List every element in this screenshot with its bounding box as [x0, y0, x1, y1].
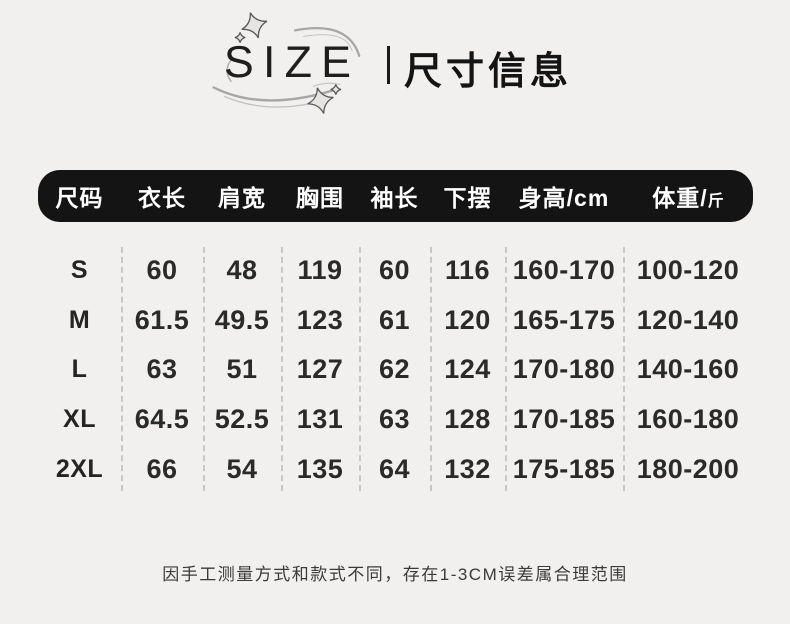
table-cell: 66 — [146, 453, 178, 484]
table-cell: 120-140 — [636, 304, 740, 335]
table-cell: 180-200 — [636, 453, 740, 484]
table-cell: 119 — [297, 255, 343, 286]
table-cell: 175-185 — [512, 453, 616, 484]
column-separator — [359, 247, 361, 491]
column-separator — [203, 247, 205, 491]
table-cell: 123 — [296, 304, 344, 335]
table-cell: 52.5 — [214, 404, 270, 435]
table-header: 尺码 衣长 肩宽 胸围 袖长 下摆 身高/cm 体重/斤 — [38, 170, 753, 222]
table-cell: 64 — [378, 453, 411, 484]
table-cell: 127 — [296, 354, 344, 385]
table-cell: 60 — [146, 255, 178, 286]
column-header-shoulder-width: 肩宽 — [218, 185, 266, 211]
column-separator — [121, 247, 123, 491]
measurement-disclaimer: 因手工测量方式和款式不同，存在1-3CM误差属合理范围 — [162, 565, 628, 584]
table-cell: 160-170 — [512, 255, 616, 286]
column-separator — [281, 247, 283, 491]
column-header-garment-length: 衣长 — [138, 185, 186, 211]
size-logo: SIZE — [212, 12, 361, 114]
table-cell: 170-180 — [512, 354, 616, 385]
size-label: L — [71, 355, 88, 384]
table-cell: 120 — [444, 304, 491, 335]
column-header-hem: 下摆 — [443, 185, 492, 211]
column-separator — [505, 247, 507, 491]
column-separator — [430, 247, 432, 491]
table-cell: 160-180 — [636, 404, 740, 435]
swoosh-decoration — [212, 27, 361, 108]
size-label: S — [70, 256, 89, 285]
table-cell: 61.5 — [134, 304, 190, 335]
table-cell: 132 — [444, 453, 491, 484]
table-cell: 165-175 — [512, 304, 616, 335]
table-cell: 135 — [296, 453, 344, 484]
table-cell: 63 — [146, 354, 178, 385]
table-cell: 62 — [378, 354, 411, 385]
table-cell: 140-160 — [636, 354, 740, 385]
table-cell: 61 — [378, 304, 411, 335]
page-title: 尺寸信息 — [404, 51, 573, 93]
sparkle-icon — [234, 12, 342, 114]
table-body: S 60 48 119 60 116 160-170 100-120 M 61.… — [38, 246, 753, 494]
table-cell: 100-120 — [636, 255, 740, 286]
column-header-sleeve-length: 袖长 — [370, 185, 419, 211]
column-header-height: 身高/cm — [518, 185, 610, 211]
table-cell: 54 — [226, 453, 258, 484]
size-label: XL — [63, 405, 96, 434]
table-cell: 51 — [226, 354, 258, 385]
column-header-chest: 胸围 — [296, 185, 344, 211]
table-cell: 124 — [444, 354, 491, 385]
size-label: 2XL — [55, 454, 104, 483]
table-cell: 49.5 — [214, 304, 270, 335]
size-label: M — [68, 305, 91, 334]
column-header-weight: 体重/斤 — [652, 185, 724, 211]
table-cell: 131 — [296, 404, 344, 435]
table-cell: 48 — [226, 255, 258, 286]
table-cell: 63 — [378, 404, 411, 435]
table-cell: 64.5 — [134, 404, 190, 435]
column-header-size: 尺码 — [55, 185, 104, 211]
logo-size-text: SIZE — [224, 37, 360, 87]
table-cell: 116 — [444, 255, 491, 286]
header-divider — [387, 46, 390, 84]
column-separator — [623, 247, 625, 491]
table-cell: 60 — [378, 255, 411, 286]
table-cell: 128 — [444, 404, 491, 435]
table-cell: 170-185 — [512, 404, 616, 435]
